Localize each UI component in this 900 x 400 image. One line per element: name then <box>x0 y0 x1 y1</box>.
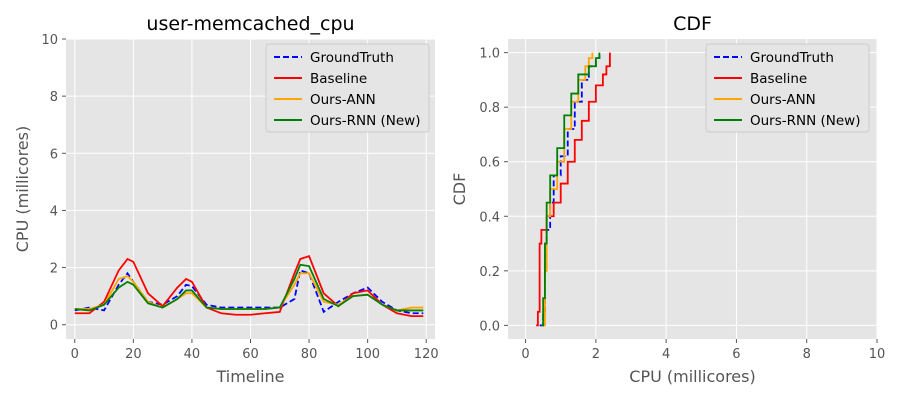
x-tick-label: 10 <box>869 347 886 362</box>
x-tick-label: 6 <box>732 347 740 362</box>
chart-panel-2: 0 2 4 6 8 10 0.0 0.2 0.4 0.6 0.8 1.0 CDF CPU (millico… <box>450 13 885 386</box>
x-tick-label: 80 <box>301 347 318 362</box>
series-line-ours-rnn-new <box>541 52 601 327</box>
y-tick-label: 0.0 <box>479 319 500 334</box>
y-tick-label: 4 <box>50 204 58 219</box>
legend: GroundTruth Baseline Ours-ANN Ours-RNN (New… <box>705 43 870 133</box>
series-line-ours-rnn-new <box>74 263 424 312</box>
y-tick-label: 6 <box>50 147 58 162</box>
series-line-baseline <box>536 52 611 327</box>
x-tick-label: 8 <box>803 347 811 362</box>
y-tick-label: 10 <box>41 33 58 48</box>
legend-label: Ours-ANN <box>310 92 376 108</box>
y-tick-label: 0.4 <box>479 210 500 225</box>
y-axis-label: CDF <box>450 173 469 206</box>
chart-panel-1: 0 20 40 60 80 100 120 0 2 4 6 8 10 user-memcached_cpu… <box>13 13 439 386</box>
x-tick-label: 40 <box>184 347 201 362</box>
legend-label: Ours-RNN (New) <box>750 113 861 129</box>
y-tick-label: 8 <box>50 90 58 105</box>
legend-box <box>705 43 870 133</box>
legend-label: GroundTruth <box>310 50 394 66</box>
chart-title: CDF <box>673 13 712 35</box>
legend-label: Ours-ANN <box>750 92 816 108</box>
y-tick-label: 0 <box>50 319 58 334</box>
x-tick-label: 120 <box>414 347 439 362</box>
x-tick-label: 100 <box>355 347 380 362</box>
legend: GroundTruth Baseline Ours-ANN Ours-RNN (New… <box>265 43 430 133</box>
legend-label: Baseline <box>310 71 367 87</box>
x-tick-label: 0 <box>521 347 529 362</box>
x-axis-label: CPU (millicores) <box>629 367 755 386</box>
legend-label: GroundTruth <box>750 50 834 66</box>
x-tick-label: 4 <box>662 347 670 362</box>
series-group <box>74 255 424 318</box>
series-group <box>536 52 611 327</box>
legend-box <box>265 43 430 133</box>
y-tick-label: 0.8 <box>479 101 500 116</box>
y-tick-label: 1.0 <box>479 47 500 62</box>
x-axis-label: Timeline <box>215 367 284 386</box>
y-tick-label: 0.6 <box>479 156 500 171</box>
legend-label: Ours-RNN (New) <box>310 113 421 129</box>
x-tick-label: 2 <box>592 347 600 362</box>
x-tick-label: 20 <box>125 347 142 362</box>
legend-label: Baseline <box>750 71 807 87</box>
chart-title: user-memcached_cpu <box>146 13 354 35</box>
x-tick-label: 0 <box>71 347 79 362</box>
y-tick-label: 0.2 <box>479 265 500 280</box>
y-tick-label: 2 <box>50 262 58 277</box>
x-tick-label: 60 <box>242 347 259 362</box>
y-axis-label: CPU (millicores) <box>13 126 32 252</box>
series-line-baseline <box>74 255 424 318</box>
series-line-groundtruth <box>74 269 424 315</box>
